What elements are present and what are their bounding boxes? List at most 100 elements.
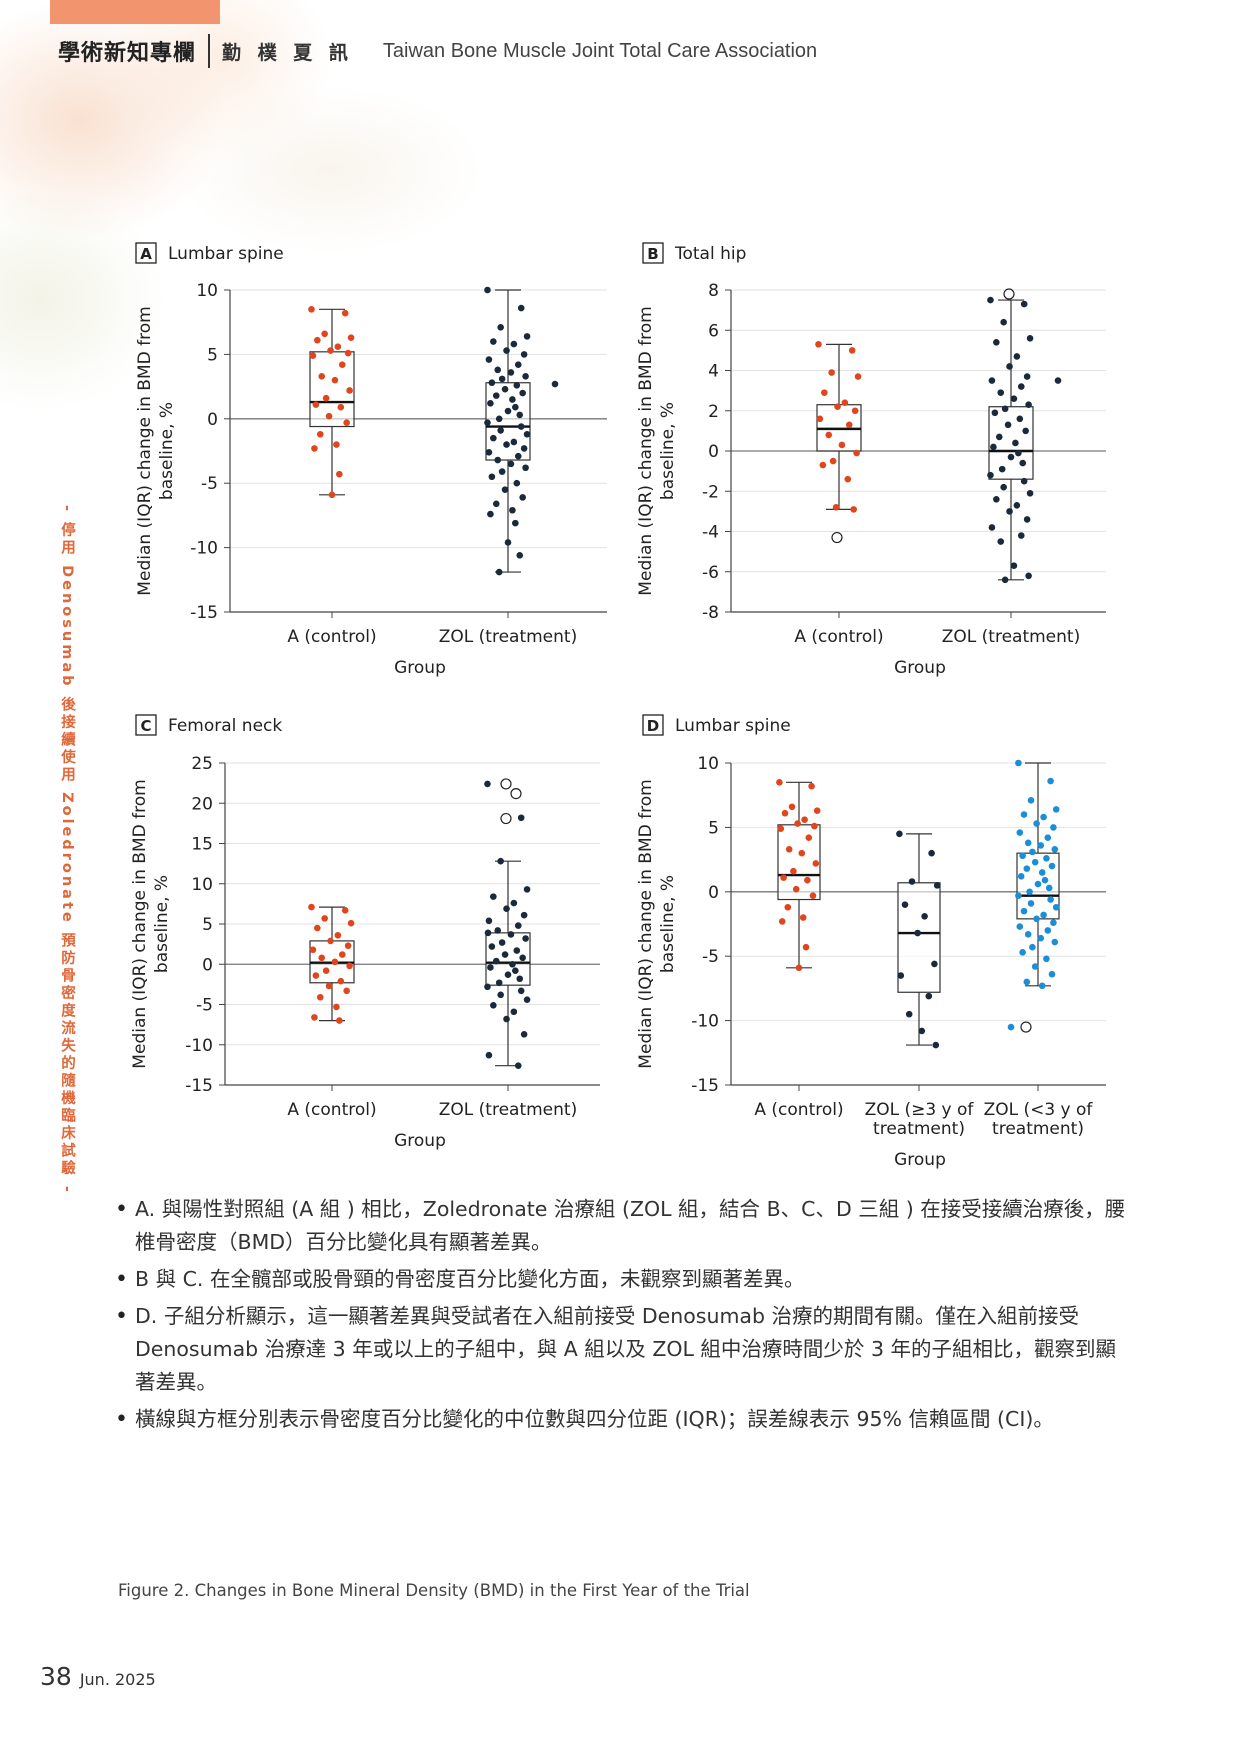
x-tick-label: A (control)	[794, 627, 883, 647]
data-point	[809, 892, 817, 899]
column-title: 學術新知專欄	[58, 41, 197, 66]
outlier-point	[1003, 288, 1015, 300]
data-point	[1020, 300, 1028, 308]
data-point	[308, 306, 315, 313]
issue-date: Jun. 2025	[79, 1670, 156, 1689]
data-point	[308, 903, 315, 911]
x-tick-label: treatment)	[873, 1119, 965, 1139]
data-point	[1024, 839, 1032, 847]
panel-title: Femoral neck	[168, 716, 282, 736]
outlier-point	[1020, 1021, 1032, 1033]
data-point	[485, 356, 493, 363]
data-point	[1020, 811, 1028, 818]
x-axis-label: Group	[394, 658, 446, 678]
data-point	[517, 814, 525, 822]
data-point	[513, 947, 521, 954]
data-point	[497, 857, 504, 865]
data-point	[1012, 439, 1019, 447]
panel-letter-box	[642, 242, 664, 264]
data-point	[918, 1027, 926, 1035]
data-point	[1048, 970, 1056, 978]
data-point	[795, 964, 803, 972]
panel-title: Lumbar spine	[675, 716, 791, 736]
data-point	[1015, 892, 1022, 899]
data-point	[777, 825, 785, 832]
y-tick-label: 8	[708, 281, 719, 301]
x-axis-label: Group	[394, 1131, 446, 1151]
data-point	[516, 411, 524, 419]
data-point	[343, 987, 350, 995]
data-point	[485, 1051, 493, 1059]
data-point	[331, 958, 339, 966]
data-point	[805, 834, 813, 842]
data-point	[1019, 949, 1026, 956]
data-point	[1045, 884, 1053, 892]
y-tick-label: 20	[191, 794, 213, 814]
data-point	[921, 912, 928, 920]
panel-letter: B	[647, 245, 658, 263]
outlier-point	[831, 531, 843, 544]
y-axis-label: Median (IQR) change in BMD from	[636, 779, 656, 1068]
data-point	[1027, 797, 1035, 804]
data-point	[492, 500, 500, 508]
data-point	[333, 441, 340, 448]
data-point	[851, 407, 859, 415]
data-point	[1023, 978, 1031, 986]
data-point	[322, 967, 330, 974]
page-number: 38	[40, 1662, 72, 1691]
data-point	[1015, 449, 1022, 457]
data-point	[314, 336, 321, 344]
data-point	[1050, 919, 1057, 927]
y-axis-label: Median (IQR) change in BMD from	[130, 779, 150, 1068]
data-point	[1027, 900, 1035, 907]
x-tick-label: ZOL (≥3 y of	[865, 1100, 975, 1120]
data-point	[488, 943, 496, 950]
data-point	[1024, 931, 1032, 938]
data-point	[485, 917, 493, 925]
data-point	[908, 878, 916, 885]
y-tick-label: 0	[708, 442, 719, 462]
y-tick-label: -8	[702, 603, 719, 623]
data-point	[1038, 982, 1046, 990]
data-point	[503, 905, 510, 913]
data-point	[1023, 373, 1031, 380]
data-point	[488, 379, 496, 387]
data-point	[1025, 401, 1032, 409]
data-point	[504, 407, 512, 415]
data-point	[988, 377, 996, 384]
y-tick-label: 2	[708, 402, 719, 422]
data-point	[799, 914, 807, 921]
panel-letter: C	[140, 717, 151, 735]
data-point	[788, 803, 796, 811]
data-point	[333, 1003, 340, 1011]
data-point	[991, 409, 999, 417]
data-point	[815, 341, 822, 348]
data-point	[344, 942, 352, 950]
data-point	[1043, 955, 1050, 963]
y-tick-label: 0	[708, 883, 719, 903]
note-item: 橫線與方框分別表示骨密度百分比變化的中位數與四分位距 (IQR)；誤差線表示 9…	[115, 1403, 1128, 1436]
data-point	[828, 369, 835, 376]
data-point	[811, 822, 818, 830]
panel-letter: A	[140, 245, 152, 263]
data-point	[492, 957, 500, 965]
data-point	[1051, 845, 1059, 853]
data-point	[344, 349, 352, 357]
data-point	[1044, 927, 1052, 934]
data-point	[1052, 806, 1060, 813]
data-point	[845, 421, 853, 429]
data-point	[853, 449, 860, 457]
y-axis-label: baseline, %	[658, 402, 678, 500]
y-tick-label: 0	[207, 410, 218, 430]
association-name: Taiwan Bone Muscle Joint Total Care Asso…	[382, 39, 818, 62]
data-point	[485, 448, 493, 456]
data-point	[848, 347, 856, 354]
note-item: A. 與陽性對照組 (A 組 ) 相比，Zoledronate 治療組 (ZOL…	[115, 1193, 1128, 1259]
data-point	[997, 389, 1005, 396]
data-point	[812, 860, 820, 867]
data-point	[520, 351, 528, 358]
x-tick-label: A (control)	[287, 1100, 376, 1120]
header-accent-bar	[50, 0, 220, 24]
y-tick-label: 5	[202, 915, 213, 935]
data-point	[501, 385, 509, 393]
